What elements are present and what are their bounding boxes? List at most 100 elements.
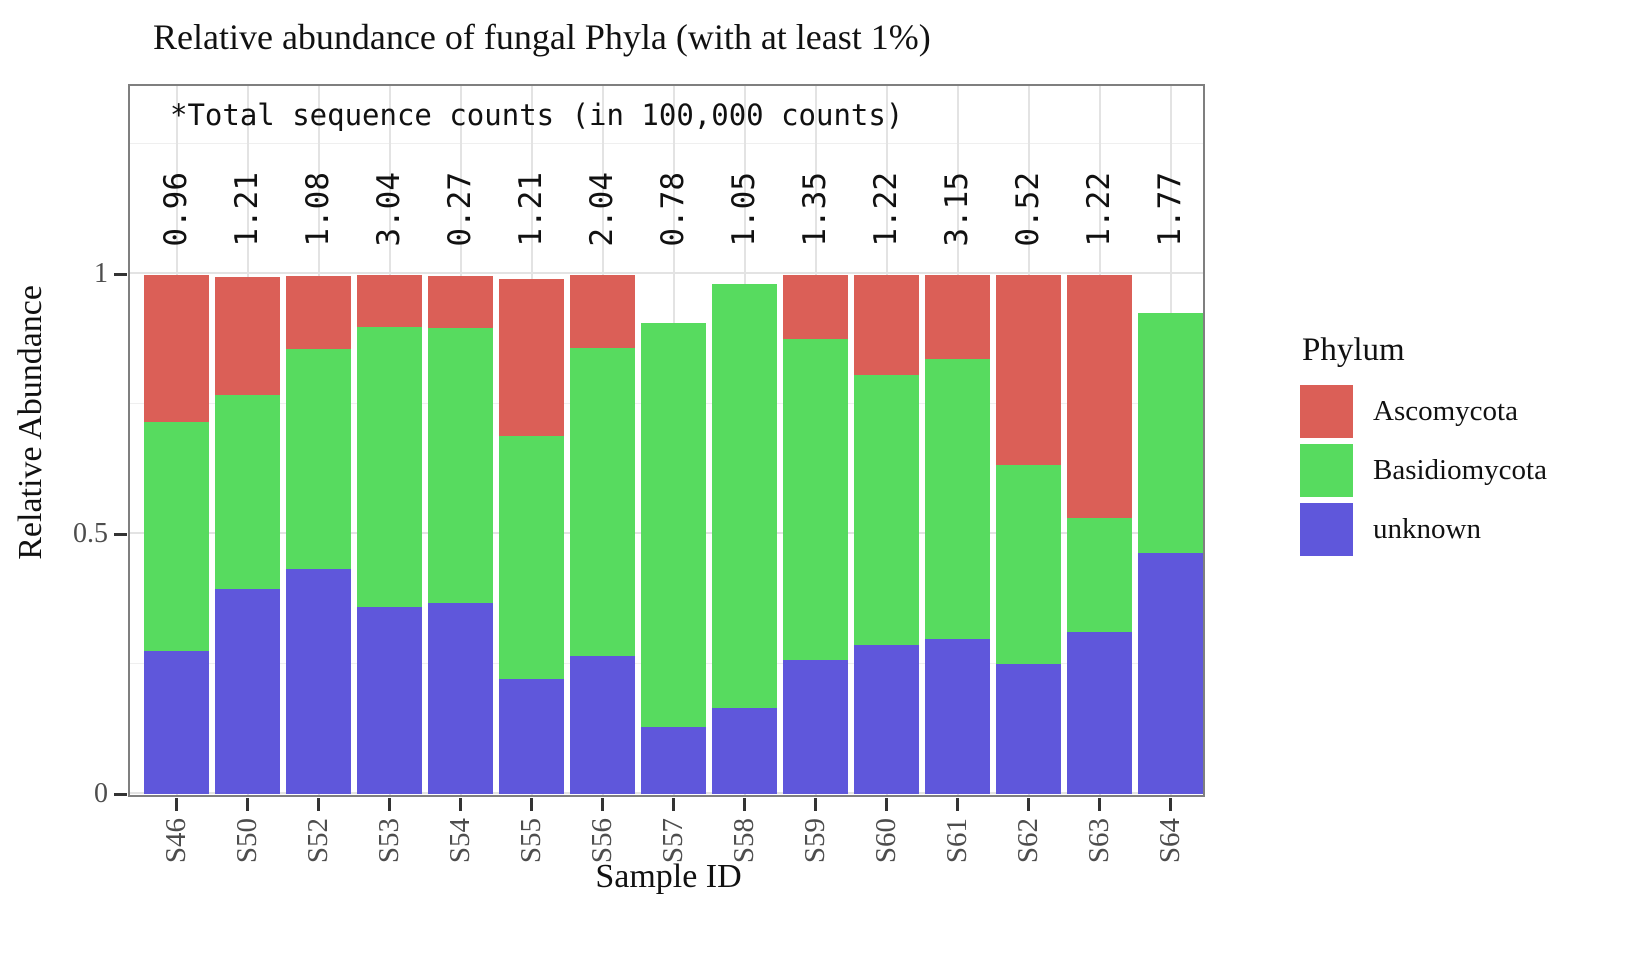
bar-group <box>570 275 635 794</box>
x-tick-label: S63 <box>1082 818 1115 864</box>
count-label: 1.77 <box>1151 172 1188 247</box>
bar-segment-unknown <box>854 644 919 794</box>
x-tick-label: S54 <box>443 818 476 864</box>
y-tick-label: 0.5 <box>73 518 108 549</box>
bar-group <box>712 283 777 794</box>
bar-group <box>783 275 848 794</box>
y-tick-label: 1 <box>94 258 108 289</box>
bar-segment-ascomycota <box>925 275 990 359</box>
x-tick <box>1169 798 1172 811</box>
bar-segment-unknown <box>783 660 848 794</box>
bar-segment-basidiomycota <box>499 436 564 680</box>
bar-group <box>641 322 706 794</box>
bar-group <box>925 275 990 794</box>
bar-segment-basidiomycota <box>996 464 1061 664</box>
bar-segment-ascomycota <box>357 275 422 328</box>
count-label: 0.96 <box>157 172 194 247</box>
count-label: 1.08 <box>299 172 336 247</box>
bar-segment-unknown <box>499 679 564 794</box>
x-tick-label: S57 <box>656 818 689 864</box>
bar-segment-basidiomycota <box>641 322 706 727</box>
legend-label: Ascomycota <box>1373 395 1518 427</box>
x-tick-label: S50 <box>230 818 263 864</box>
bar-segment-ascomycota <box>1067 275 1132 519</box>
bar-segment-ascomycota <box>854 275 919 375</box>
bar-segment-ascomycota <box>215 276 280 396</box>
bar-segment-basidiomycota <box>570 347 635 657</box>
bar-segment-unknown <box>144 651 209 794</box>
legend-entry: Basidiomycota <box>1300 444 1547 497</box>
bar-group <box>428 275 493 794</box>
y-tick <box>114 532 127 536</box>
x-tick <box>1098 798 1101 811</box>
bar-group <box>215 276 280 794</box>
minor-gridline <box>130 143 1203 144</box>
x-tick <box>530 798 533 811</box>
x-tick-label: S46 <box>159 818 192 864</box>
x-axis-title: Sample ID <box>595 858 742 895</box>
bar-segment-basidiomycota <box>925 358 990 640</box>
bar-segment-ascomycota <box>428 275 493 328</box>
bar-segment-ascomycota <box>144 275 209 423</box>
bar-segment-basidiomycota <box>428 327 493 604</box>
count-label: 1.21 <box>228 172 265 247</box>
bar-segment-unknown <box>925 639 990 794</box>
bar-group <box>286 276 351 794</box>
x-tick <box>317 798 320 811</box>
count-label: 1.22 <box>1080 172 1117 247</box>
bar-segment-basidiomycota <box>1067 518 1132 632</box>
bar-group <box>1067 275 1132 794</box>
total-counts-note: *Total sequence counts (in 100,000 count… <box>170 98 904 132</box>
bar-segment-ascomycota <box>286 276 351 349</box>
legend-title: Phylum <box>1302 332 1405 368</box>
bar-segment-unknown <box>286 568 351 794</box>
bar-group <box>1138 313 1203 794</box>
x-tick <box>885 798 888 811</box>
x-tick <box>956 798 959 811</box>
bar-group <box>144 275 209 794</box>
bar-segment-unknown <box>996 664 1061 794</box>
count-label: 1.35 <box>796 172 833 247</box>
legend-label: unknown <box>1373 513 1481 545</box>
count-label: 1.22 <box>867 172 904 247</box>
bar-segment-unknown <box>1067 631 1132 794</box>
bar-segment-basidiomycota <box>215 395 280 590</box>
bar-segment-basidiomycota <box>144 422 209 651</box>
legend-entry: unknown <box>1300 503 1547 556</box>
bar-segment-unknown <box>357 606 422 794</box>
bar-segment-basidiomycota <box>1138 313 1203 553</box>
legend-swatch-ascomycota <box>1300 385 1353 438</box>
x-tick-label: S55 <box>514 818 547 864</box>
bar-group <box>357 275 422 794</box>
bar-group <box>996 275 1061 794</box>
x-tick-label: S52 <box>301 818 334 864</box>
legend-swatch-unknown <box>1300 503 1353 556</box>
x-tick <box>246 798 249 811</box>
x-tick-label: S56 <box>585 818 618 864</box>
x-tick-label: S53 <box>372 818 405 864</box>
chart-title: Relative abundance of fungal Phyla (with… <box>153 17 931 57</box>
x-tick-label: S59 <box>798 818 831 864</box>
legend-label: Basidiomycota <box>1373 454 1547 486</box>
count-label: 3.04 <box>370 172 407 247</box>
bar-segment-ascomycota <box>570 275 635 348</box>
y-axis-title: Relative Abundance <box>12 285 49 560</box>
bar-group <box>499 279 564 794</box>
x-tick-label: S61 <box>940 818 973 864</box>
y-tick-label: 0 <box>94 778 108 809</box>
bar-segment-unknown <box>641 726 706 794</box>
x-tick-label: S64 <box>1153 818 1186 864</box>
x-tick <box>388 798 391 811</box>
bar-segment-unknown <box>712 708 777 794</box>
count-label: 2.04 <box>583 172 620 247</box>
y-tick <box>114 792 127 796</box>
bar-segment-ascomycota <box>996 275 1061 465</box>
x-tick-label: S58 <box>727 818 760 864</box>
x-tick <box>743 798 746 811</box>
count-label: 1.05 <box>725 172 762 247</box>
legend-entry: Ascomycota <box>1300 385 1547 438</box>
x-tick <box>1027 798 1030 811</box>
y-tick <box>114 272 127 276</box>
bar-segment-basidiomycota <box>783 339 848 661</box>
